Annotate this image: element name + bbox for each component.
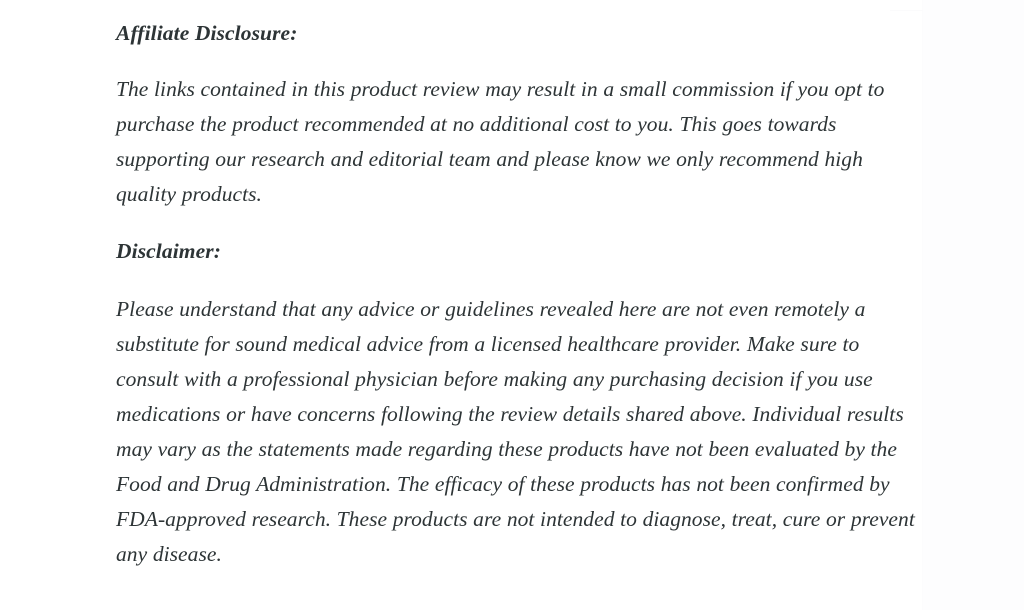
spacer: [116, 51, 922, 72]
gutter-divider: [890, 10, 923, 11]
right-gutter: [923, 0, 1024, 610]
content-frame: [0, 0, 923, 610]
spacer: [116, 269, 922, 292]
spacer: [116, 212, 922, 234]
disclaimer-heading: Disclaimer:: [116, 239, 221, 263]
affiliate-disclosure-heading: Affiliate Disclosure:: [116, 21, 298, 45]
legal-disclosure-section: Affiliate Disclosure: The links containe…: [116, 0, 922, 610]
affiliate-disclosure-body: The links contained in this product revi…: [116, 77, 885, 206]
disclaimer-body: Please understand that any advice or gui…: [116, 297, 915, 566]
